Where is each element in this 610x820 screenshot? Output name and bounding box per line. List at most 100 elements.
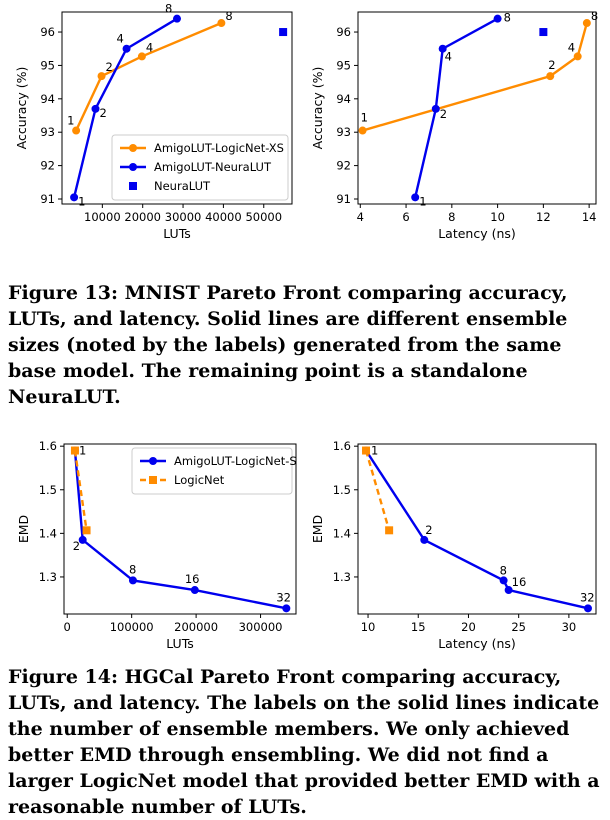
data-point — [582, 19, 591, 28]
x-tick-label: 0 — [64, 620, 71, 634]
x-tick-label: 10000 — [84, 210, 121, 224]
data-point-square — [82, 526, 91, 535]
plot-frame — [61, 11, 293, 205]
data-label: 1 — [419, 194, 426, 208]
data-point — [431, 104, 440, 113]
data-label: 8 — [225, 9, 232, 23]
x-axis-label: LUTs — [163, 226, 191, 241]
data-point — [438, 44, 447, 53]
data-point-square — [70, 446, 79, 455]
data-point — [190, 586, 199, 595]
figure-14-caption: Figure 14: HGCal Pareto Front comparing … — [8, 666, 600, 818]
data-label: 2 — [99, 106, 106, 120]
x-tick-label: 10 — [361, 620, 376, 634]
y-tick-label: 96 — [40, 25, 55, 39]
plot-frame — [357, 11, 597, 205]
legend-entry: LogicNet — [174, 473, 225, 487]
legend-marker — [129, 163, 137, 171]
series-line-amigolut-logicnet-xs — [75, 21, 222, 132]
legend-entry: NeuraLUT — [154, 179, 211, 193]
data-point — [546, 72, 555, 81]
x-axis-label: Latency (ns) — [438, 636, 516, 651]
y-tick-label: 95 — [40, 58, 55, 72]
y-tick-label: 96 — [336, 25, 351, 39]
data-label: 2 — [425, 523, 432, 537]
legend-marker — [149, 476, 157, 484]
x-tick-label: 4 — [357, 210, 364, 224]
y-tick-label: 1.5 — [39, 483, 57, 497]
plot-frame — [63, 443, 297, 615]
y-tick-label: 1.4 — [333, 526, 351, 540]
data-point — [173, 14, 181, 23]
y-tick-label: 91 — [336, 192, 351, 206]
series-line-amigolut-logicnet-s — [365, 449, 589, 610]
x-tick-label: 100000 — [110, 620, 154, 634]
data-point — [217, 19, 226, 28]
data-label: 2 — [548, 58, 555, 72]
x-tick-label: 8 — [448, 210, 455, 224]
y-tick-label: 1.4 — [39, 526, 57, 540]
data-label: 4 — [117, 32, 124, 46]
data-point — [358, 126, 367, 135]
x-axis-label: LUTs — [166, 636, 194, 651]
x-tick-label: 6 — [402, 210, 409, 224]
x-tick-label: 10 — [490, 210, 505, 224]
data-point-square — [385, 526, 394, 535]
data-point — [493, 14, 502, 23]
data-label: 32 — [580, 590, 595, 604]
legend-entry: AmigoLUT-NeuraLUT — [154, 160, 272, 174]
data-label: 1 — [371, 444, 378, 458]
data-point — [411, 193, 420, 202]
x-tick-label: 40000 — [205, 210, 242, 224]
series-line-logicnet — [73, 450, 88, 531]
y-tick-label: 92 — [40, 159, 55, 173]
y-axis-label: Accuracy (%) — [310, 67, 325, 150]
x-tick-label: 30 — [562, 620, 577, 634]
x-tick-label: 14 — [582, 210, 597, 224]
legend-entry: AmigoLUT-LogicNet-S — [174, 454, 297, 468]
data-label: 4 — [445, 50, 452, 64]
y-axis-label: Accuracy (%) — [14, 67, 29, 150]
x-tick-label: 25 — [511, 620, 526, 634]
y-tick-label: 93 — [40, 125, 55, 139]
legend-entry: AmigoLUT-LogicNet-XS — [154, 141, 284, 155]
data-label: 1 — [79, 444, 86, 458]
data-label: 2 — [440, 107, 447, 121]
data-label: 32 — [276, 590, 291, 604]
data-label: 8 — [504, 11, 511, 25]
x-tick-label: 15 — [411, 620, 426, 634]
legend-marker — [149, 457, 157, 465]
legend-marker — [129, 182, 137, 190]
data-point — [91, 104, 100, 113]
series-line-logicnet — [364, 450, 391, 531]
y-tick-label: 95 — [336, 58, 351, 72]
legend-marker — [129, 144, 137, 152]
y-tick-label: 92 — [336, 159, 351, 173]
data-label: 1 — [78, 194, 85, 208]
series-line-amigolut-logicnet-xs — [362, 22, 589, 132]
y-tick-label: 91 — [40, 192, 55, 206]
data-point — [420, 535, 429, 544]
y-tick-label: 93 — [336, 125, 351, 139]
data-label: 8 — [500, 563, 507, 577]
x-tick-label: 30000 — [165, 210, 202, 224]
data-point — [122, 44, 131, 53]
y-axis-label: EMD — [16, 515, 31, 543]
data-label: 1 — [361, 111, 368, 125]
series-line-amigolut-neuralut — [72, 17, 178, 198]
x-tick-label: 20 — [461, 620, 476, 634]
data-label: 16 — [185, 572, 200, 586]
y-tick-label: 1.3 — [39, 570, 57, 584]
x-axis-label: Latency (ns) — [438, 226, 516, 241]
y-tick-label: 1.6 — [333, 439, 351, 453]
data-point-square — [539, 28, 548, 37]
figure-13-caption: Figure 13: MNIST Pareto Front comparing … — [8, 282, 568, 408]
x-tick-label: 200000 — [174, 620, 218, 634]
data-label: 16 — [512, 575, 527, 589]
data-label: 4 — [146, 40, 153, 54]
legend-box — [131, 447, 293, 495]
data-label: 4 — [568, 40, 575, 54]
y-tick-label: 94 — [336, 92, 351, 106]
data-point — [128, 576, 137, 585]
